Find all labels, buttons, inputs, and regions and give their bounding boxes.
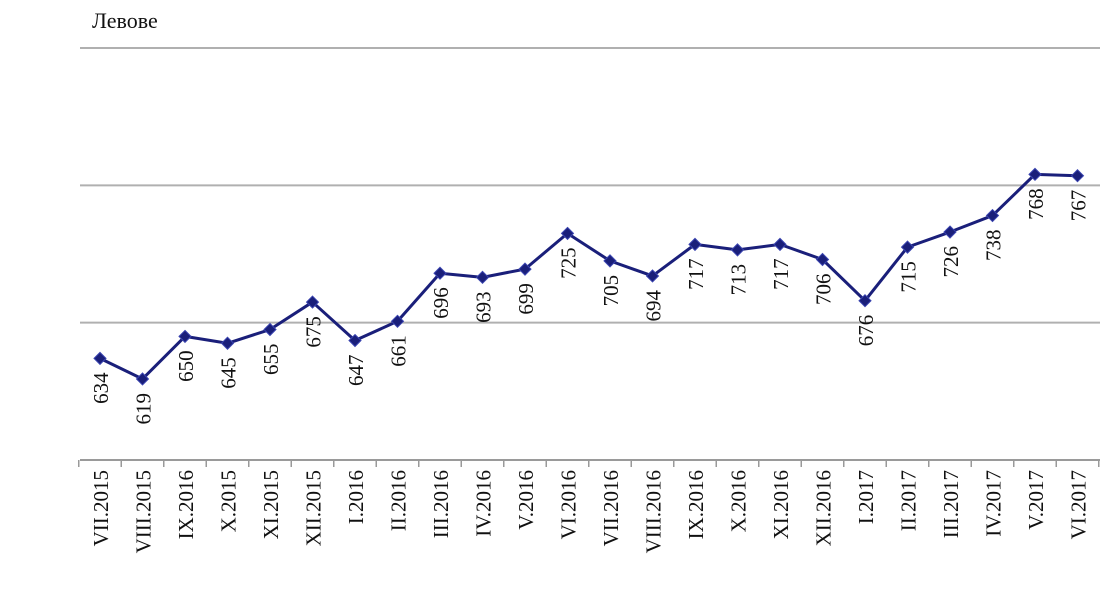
data-label: 706 [812,273,836,305]
x-tick-labels: VII.2015 VIII.2015 IX.2016 X.2015 XI.2015 XII… [89,470,1091,553]
data-point [688,237,702,252]
x-tick-label: VI.2017 [1067,470,1091,539]
data-label: 694 [642,289,666,321]
data-label: 725 [557,247,581,279]
x-axis [78,459,1100,467]
data-point [135,372,150,386]
data-point [263,322,277,337]
data-label: 675 [302,316,326,348]
data-label: 647 [344,355,368,387]
data-label: 726 [939,246,963,278]
data-label: 661 [387,335,411,367]
data-point [518,262,532,276]
x-tick-label: V.2017 [1024,470,1048,530]
data-labels: 634 619 650 645 655 675 647 661 696 693 699 725 705 6… [89,188,1091,424]
data-label: 705 [599,275,623,307]
data-point [645,269,660,283]
data-label: 619 [132,393,156,425]
data-point [475,270,490,285]
data-point [773,237,787,252]
data-point [178,329,192,344]
x-tick-label: I.2016 [344,470,368,524]
data-point [985,208,1000,223]
data-label: 717 [684,258,708,290]
data-point [900,240,915,254]
x-tick-label: IX.2016 [684,470,708,539]
data-point [1070,169,1085,183]
data-point [1028,167,1042,182]
data-point [730,243,745,257]
data-point [305,295,320,309]
x-tick-label: V.2016 [514,470,538,530]
y-axis-label: Левове [92,8,158,33]
series-polyline [99,172,1078,381]
x-tick-label: II.2016 [387,470,411,531]
data-label: 655 [259,344,283,376]
data-label: 676 [854,315,878,347]
data-point [390,314,405,329]
data-label: 738 [982,230,1006,262]
data-point [815,252,830,267]
x-tick-label: II.2017 [897,470,921,531]
x-tick-label: IV.2016 [472,470,496,537]
data-label: 634 [89,372,113,404]
data-label: 699 [514,283,538,315]
data-label: 696 [429,287,453,319]
data-point [603,254,617,268]
x-tick-label: VII.2015 [89,470,113,546]
data-points [93,167,1085,386]
gridlines [80,47,1100,324]
x-tick-label: X.2015 [217,470,241,532]
data-label: 645 [217,357,241,389]
data-point [348,333,362,348]
data-label: 715 [897,261,921,293]
data-label: 693 [472,291,496,323]
data-label: 717 [769,258,793,290]
x-tick-label: XI.2015 [259,470,283,539]
data-point [93,351,107,366]
x-tick-label: III.2017 [939,470,963,538]
data-point [560,226,575,241]
data-label: 767 [1067,190,1091,222]
data-label: 650 [174,350,198,382]
x-tick-label: III.2016 [429,470,453,538]
x-tick-label: XI.2016 [769,470,793,539]
x-tick-label: XII.2015 [302,470,326,546]
data-point [433,266,447,280]
data-point [220,336,235,350]
x-tick-label: VI.2016 [557,470,581,539]
x-tick-label: IV.2017 [982,470,1006,537]
x-tick-label: IX.2016 [174,470,198,539]
data-label: 768 [1024,188,1048,220]
data-point [858,293,872,308]
x-tick-label: XII.2016 [812,470,836,546]
x-tick-label: X.2016 [727,470,751,532]
x-tick-label: VII.2016 [599,470,623,546]
x-tick-label: I.2017 [854,470,878,524]
data-point [943,225,957,239]
x-tick-label: VIII.2015 [132,470,156,553]
series-line [99,172,1078,381]
x-tick-label: VIII.2016 [642,470,666,553]
data-label: 713 [727,264,751,296]
